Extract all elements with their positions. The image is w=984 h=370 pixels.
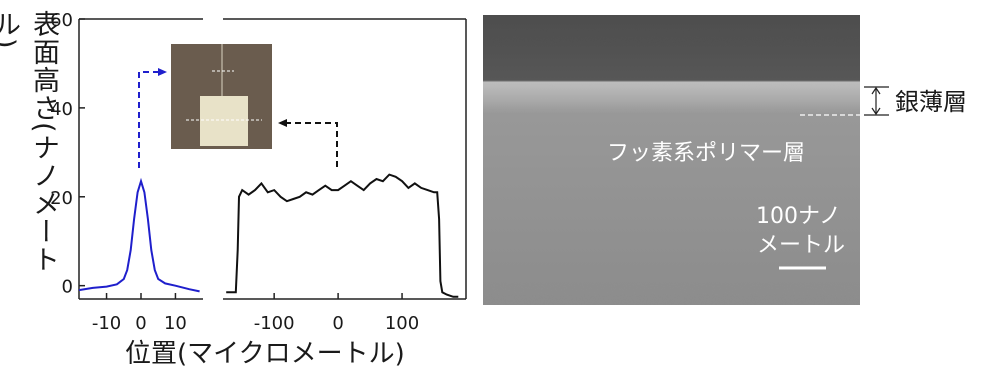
y-axis-label: 表面高さ(ナノメートル) (0, 10, 59, 274)
chart1-x-tick-label: 0 (135, 313, 146, 334)
black-arrowhead-icon (278, 119, 287, 127)
chart1-y-tick-label: 20 (50, 188, 73, 209)
chart1-y-tick-label: 0 (62, 277, 73, 298)
silver-layer-label: 銀薄層 (895, 88, 967, 116)
chart1-y-tick-label: 60 (50, 10, 73, 31)
chart1-x-tick-label: 10 (164, 313, 187, 334)
chart2-x-tick-label: 100 (385, 313, 419, 334)
black-dashed-arrow (287, 122, 338, 167)
chart2-x-tick-label: -100 (254, 313, 295, 334)
chart1-series-line (78, 177, 200, 293)
scale-label-line1: 100ナノ (756, 204, 841, 229)
chart1-x-tick-label: -10 (92, 313, 121, 334)
scale-label-line2: メートル (757, 233, 845, 258)
blue-arrowhead-icon (158, 68, 167, 76)
chart2-series-line (226, 173, 459, 298)
chart2-x-tick-label: 0 (332, 313, 343, 334)
x-axis-label: 位置(マイクロメートル) (125, 339, 405, 369)
chart2-frame (223, 18, 467, 300)
thickness-marker (864, 86, 889, 116)
sem-image (483, 15, 860, 305)
chart1-axes: -10 0 10 0 20 40 60 (50, 10, 187, 334)
blue-dashed-arrow (138, 71, 158, 168)
chart2-axes: -100 0 100 (254, 293, 419, 334)
polymer-layer-label: フッ素系ポリマー層 (607, 141, 805, 166)
chart1-y-tick-label: 40 (50, 99, 73, 120)
inset-photo (171, 44, 272, 149)
